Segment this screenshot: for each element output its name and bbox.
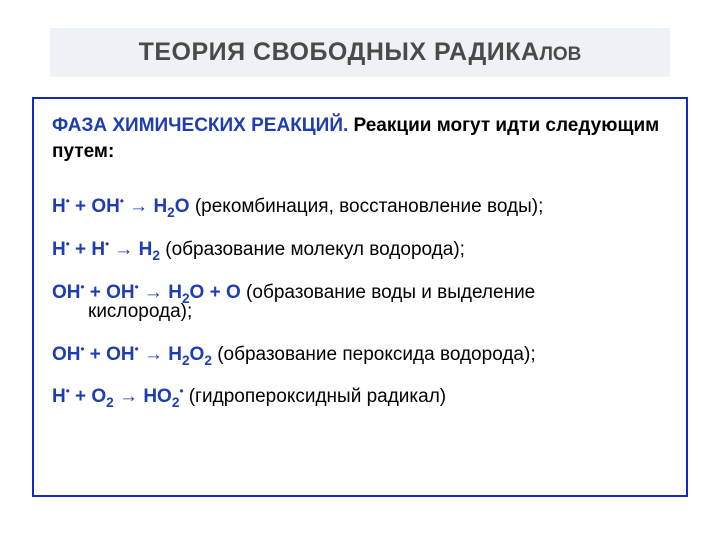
rxn-part: О (175, 196, 195, 217)
rxn-part: ОН (52, 344, 81, 365)
rxn-part: ОН (52, 282, 81, 303)
reaction-note: (гидропероксидный радикал) (189, 386, 446, 407)
rxn-part: Н (52, 239, 66, 260)
subscript: 2 (204, 353, 212, 368)
rxn-part: О + О (190, 282, 247, 303)
rxn-part: Н (52, 386, 66, 407)
reaction-4: ОН• + ОН• → Н2О2 (образование пероксида … (52, 342, 668, 368)
reaction-formula: Н• + ОН• → Н2О (52, 196, 195, 217)
intro-paragraph: ФАЗА ХИМИЧЕСКИХ РЕАКЦИЙ. Реакции могут и… (52, 113, 668, 164)
slide-title-main: ТЕОРИЯ СВОБОДНЫХ РАДИКА (139, 38, 540, 66)
reaction-note: (образование молекул водорода); (165, 239, 465, 260)
reaction-note: (образование воды и выделение (246, 282, 535, 303)
intro-highlight: ФАЗА ХИМИЧЕСКИХ РЕАКЦИЙ. (52, 115, 348, 136)
reaction-formula: Н• + Н• → Н2 (52, 239, 165, 260)
reaction-1: Н• + ОН• → Н2О (рекомбинация, восстановл… (52, 194, 668, 220)
reaction-note: (рекомбинация, восстановление воды); (195, 196, 544, 217)
slide-title-bar: ТЕОРИЯ СВОБОДНЫХ РАДИКАЛОВ (50, 28, 670, 77)
slide-title-suffix: ЛОВ (540, 44, 582, 65)
rxn-part: + ОН (70, 196, 120, 217)
rxn-part: → Н (109, 239, 152, 260)
subscript: 2 (167, 205, 175, 220)
content-box: ФАЗА ХИМИЧЕСКИХ РЕАКЦИЙ. Реакции могут и… (32, 97, 688, 497)
rxn-part: + ОН (85, 344, 135, 365)
reaction-5: Н• + О2 → НО2• (гидропероксидный радикал… (52, 384, 668, 410)
rxn-part: → Н (124, 196, 167, 217)
rxn-part: → НО (114, 386, 172, 407)
rxn-part: + О (70, 386, 106, 407)
reaction-note: кислорода); (88, 301, 192, 322)
reaction-formula: Н• + О2 → НО2• (52, 386, 189, 407)
reaction-2: Н• + Н• → Н2 (образование молекул водоро… (52, 237, 668, 263)
subscript: 2 (152, 248, 160, 263)
rxn-part: → Н (139, 344, 182, 365)
subscript: 2 (182, 353, 190, 368)
rxn-part: + Н (70, 239, 105, 260)
rxn-part: О (190, 344, 205, 365)
rxn-part: Н (52, 196, 66, 217)
reaction-formula: ОН• + ОН• → Н2О2 (52, 344, 217, 365)
reaction-note: (образование пероксида водорода); (217, 344, 535, 365)
subscript: 2 (106, 395, 114, 410)
